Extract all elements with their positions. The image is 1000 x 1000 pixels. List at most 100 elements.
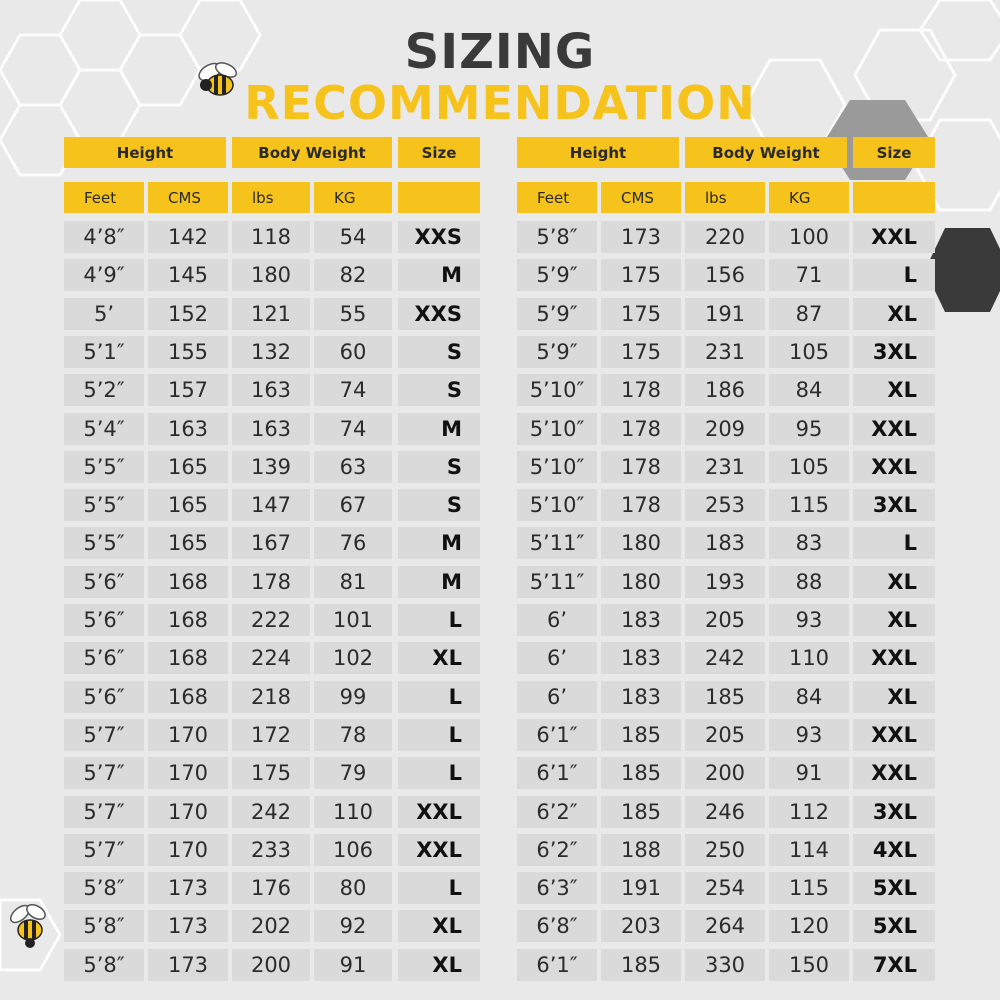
cell-feet: 5’7″ xyxy=(64,834,144,866)
cell-cms: 165 xyxy=(148,451,228,483)
cell-kg: 112 xyxy=(769,796,849,828)
cell-feet: 5’6″ xyxy=(64,566,144,598)
cell-kg: 67 xyxy=(314,489,392,521)
cell-kg: 92 xyxy=(314,910,392,942)
cell-kg: 93 xyxy=(769,719,849,751)
cell-lbs: 233 xyxy=(232,834,310,866)
cell-size: XXL xyxy=(853,757,935,789)
cell-size: L xyxy=(398,604,480,636)
cell-cms: 170 xyxy=(148,719,228,751)
cell-size: XL xyxy=(853,681,935,713)
cell-feet: 5’8″ xyxy=(64,872,144,904)
cell-size: S xyxy=(398,489,480,521)
subheader-size-blank xyxy=(853,182,935,213)
cell-kg: 82 xyxy=(314,259,392,291)
cell-size: 3XL xyxy=(853,796,935,828)
cell-lbs: 180 xyxy=(232,259,310,291)
cell-feet: 5’6″ xyxy=(64,604,144,636)
cell-size: XL xyxy=(398,949,480,981)
cell-feet: 5’5″ xyxy=(64,527,144,559)
cell-feet: 5’8″ xyxy=(64,949,144,981)
cell-size: L xyxy=(398,719,480,751)
cell-size: XXL xyxy=(853,719,935,751)
cell-cms: 178 xyxy=(601,413,681,445)
cell-cms: 188 xyxy=(601,834,681,866)
cell-lbs: 200 xyxy=(685,757,765,789)
cell-size: 5XL xyxy=(853,872,935,904)
subheader-lbs: lbs xyxy=(685,182,765,213)
cell-feet: 5’10″ xyxy=(517,374,597,406)
cell-kg: 87 xyxy=(769,298,849,330)
cell-cms: 175 xyxy=(601,336,681,368)
cell-feet: 6’2″ xyxy=(517,796,597,828)
cell-lbs: 175 xyxy=(232,757,310,789)
cell-feet: 5’9″ xyxy=(517,259,597,291)
cell-lbs: 176 xyxy=(232,872,310,904)
cell-lbs: 254 xyxy=(685,872,765,904)
cell-kg: 115 xyxy=(769,872,849,904)
cell-size: XL xyxy=(853,374,935,406)
cell-kg: 74 xyxy=(314,374,392,406)
cell-cms: 155 xyxy=(148,336,228,368)
bee-icon xyxy=(192,58,244,104)
cell-feet: 6’ xyxy=(517,681,597,713)
cell-lbs: 167 xyxy=(232,527,310,559)
cell-lbs: 253 xyxy=(685,489,765,521)
cell-lbs: 222 xyxy=(232,604,310,636)
subheader-lbs: lbs xyxy=(232,182,310,213)
cell-cms: 170 xyxy=(148,757,228,789)
cell-lbs: 242 xyxy=(685,642,765,674)
subheader-kg: KG xyxy=(314,182,392,213)
cell-kg: 99 xyxy=(314,681,392,713)
cell-feet: 5’11″ xyxy=(517,566,597,598)
cell-size: 4XL xyxy=(853,834,935,866)
cell-kg: 120 xyxy=(769,910,849,942)
cell-size: XXL xyxy=(398,834,480,866)
cell-cms: 173 xyxy=(148,949,228,981)
cell-kg: 115 xyxy=(769,489,849,521)
cell-cms: 180 xyxy=(601,566,681,598)
title-line-1: SIZING xyxy=(404,24,596,80)
subheader-cms: CMS xyxy=(148,182,228,213)
header-height: Height xyxy=(64,137,226,168)
cell-cms: 183 xyxy=(601,681,681,713)
cell-cms: 185 xyxy=(601,719,681,751)
cell-cms: 142 xyxy=(148,221,228,253)
subheader-cms: CMS xyxy=(601,182,681,213)
cell-lbs: 178 xyxy=(232,566,310,598)
cell-kg: 114 xyxy=(769,834,849,866)
cell-kg: 105 xyxy=(769,336,849,368)
cell-lbs: 139 xyxy=(232,451,310,483)
cell-cms: 185 xyxy=(601,757,681,789)
cell-lbs: 202 xyxy=(232,910,310,942)
cell-size: 5XL xyxy=(853,910,935,942)
subheader-size-blank xyxy=(398,182,480,213)
cell-cms: 157 xyxy=(148,374,228,406)
header-body-weight: Body Weight xyxy=(232,137,392,168)
cell-kg: 88 xyxy=(769,566,849,598)
cell-lbs: 224 xyxy=(232,642,310,674)
cell-size: XXS xyxy=(398,298,480,330)
cell-cms: 178 xyxy=(601,374,681,406)
cell-kg: 106 xyxy=(314,834,392,866)
cell-feet: 5’5″ xyxy=(64,451,144,483)
cell-feet: 6’1″ xyxy=(517,949,597,981)
cell-feet: 5’2″ xyxy=(64,374,144,406)
cell-size: XXL xyxy=(398,796,480,828)
subheader-feet: Feet xyxy=(517,182,597,213)
cell-cms: 165 xyxy=(148,489,228,521)
cell-feet: 5’ xyxy=(64,298,144,330)
cell-kg: 110 xyxy=(314,796,392,828)
cell-kg: 91 xyxy=(769,757,849,789)
cell-kg: 81 xyxy=(314,566,392,598)
cell-size: M xyxy=(398,413,480,445)
cell-size: M xyxy=(398,527,480,559)
cell-kg: 95 xyxy=(769,413,849,445)
cell-lbs: 330 xyxy=(685,949,765,981)
cell-lbs: 163 xyxy=(232,374,310,406)
cell-size: XXS xyxy=(398,221,480,253)
cell-size: S xyxy=(398,336,480,368)
cell-size: M xyxy=(398,259,480,291)
cell-cms: 165 xyxy=(148,527,228,559)
cell-size: L xyxy=(398,757,480,789)
